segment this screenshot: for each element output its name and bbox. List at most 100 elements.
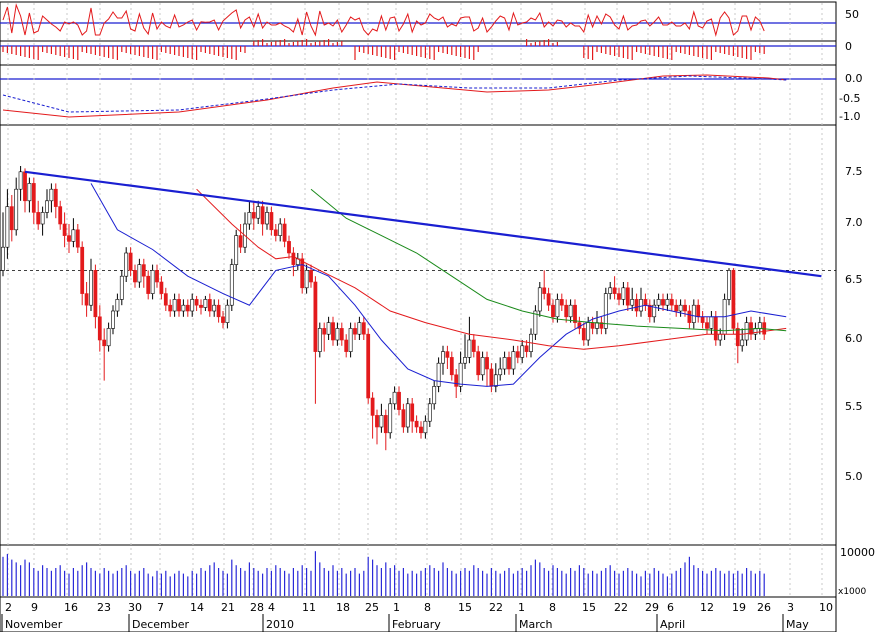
candle-body (119, 275, 124, 300)
candle-body (546, 293, 551, 306)
candle-body (36, 212, 41, 225)
candle-body (269, 212, 274, 231)
candle-body (639, 299, 643, 312)
x-day-label: 3 (787, 601, 794, 614)
ma-short-line (90, 183, 787, 387)
candle-body (718, 333, 723, 341)
candle-body (744, 322, 749, 341)
candle-body (498, 368, 503, 376)
candle-body (568, 304, 573, 318)
candle-body (432, 386, 437, 405)
candle-body (612, 287, 617, 294)
x-axis-day-labels: 2 9 16 23 30 7 14 21 28 4 11 18 25 1 8 15 22 1 8 15 22 29 6 12 1… (5, 601, 833, 614)
candle-body (67, 235, 71, 242)
candle-body (300, 258, 305, 289)
volume-tick: 10000 (840, 546, 875, 559)
candle-body (177, 299, 181, 312)
price-tick-75: 7.5 (845, 165, 863, 178)
candle-body (691, 304, 696, 323)
candle-body (5, 206, 10, 248)
candle-body (106, 328, 111, 347)
macd-panel (0, 64, 837, 126)
ma-mid-line (196, 188, 787, 350)
rsi-tick-0: 0 (845, 40, 852, 53)
x-month-label: May (786, 618, 809, 631)
candle-body (617, 293, 621, 300)
candle-body (542, 287, 547, 294)
candle-body (674, 304, 679, 312)
candle-body (207, 299, 212, 312)
candle-body (445, 351, 450, 358)
candle-body (656, 299, 661, 306)
price-tick-60: 6.0 (845, 332, 863, 345)
candle-body (93, 270, 98, 318)
right-axis: 50 0 0.0 -0.5 -1.0 7.5 7.0 6.5 6.0 5.5 5… (838, 8, 875, 597)
x-day-label: 25 (365, 601, 379, 614)
candle-body (507, 357, 511, 370)
rsi-series (2, 3, 765, 37)
candle-body (515, 351, 520, 358)
candle-body (181, 304, 186, 312)
candle-body (150, 270, 155, 294)
candle-body (678, 304, 683, 312)
price-tick-55: 5.5 (845, 400, 863, 413)
macd-line (2, 74, 787, 118)
candle-body (419, 426, 423, 434)
candle-body (643, 299, 648, 306)
candle-body (251, 212, 256, 219)
trendline (24, 170, 822, 278)
candle-body (80, 246, 85, 294)
candle-body (199, 304, 203, 308)
candle-body (740, 339, 745, 347)
candle-body (185, 304, 190, 312)
candle-body (322, 328, 327, 335)
candle-body (713, 316, 718, 341)
candle-body (489, 368, 494, 387)
candle-body (216, 304, 221, 318)
candle-body (520, 345, 525, 358)
candle-body (84, 293, 89, 306)
candle-body (361, 322, 366, 335)
x-day-label: 30 (128, 601, 142, 614)
candle-body (436, 362, 441, 387)
x-day-label: 8 (549, 601, 556, 614)
price-tick-65: 6.5 (845, 273, 863, 286)
x-day-label: 22 (614, 601, 628, 614)
moving-averages (90, 183, 787, 387)
x-axis-panel (0, 596, 837, 632)
candle-body (159, 281, 164, 294)
x-day-label: 15 (582, 601, 596, 614)
candle-body (401, 409, 406, 428)
candle-body (454, 374, 459, 387)
candle-body (573, 304, 577, 323)
macd-histogram (2, 39, 765, 60)
x-day-label: 28 (250, 601, 264, 614)
candle-body (625, 287, 630, 306)
candle-body (590, 322, 595, 329)
candle-body (564, 304, 569, 318)
candle-body (40, 212, 45, 225)
candle-body (317, 328, 322, 352)
x-month-label: March (519, 618, 553, 631)
x-day-label: 7 (157, 601, 164, 614)
candle-body (304, 270, 309, 289)
candle-body (278, 223, 283, 236)
candle-body (559, 299, 564, 306)
x-axis-month-labels: November December 2010 February March April Ma… (1, 614, 809, 632)
x-day-label: 6 (667, 601, 674, 614)
candle-body (661, 299, 665, 306)
candle-body (265, 212, 269, 225)
candle-body (115, 299, 120, 312)
candle-body (370, 397, 375, 416)
candle-body (172, 299, 177, 312)
candle-body (449, 357, 454, 376)
candle-body (163, 293, 168, 306)
ma-long-line (310, 188, 787, 332)
candle-body (229, 264, 234, 306)
candle-body (287, 241, 291, 254)
candle-body (705, 322, 709, 329)
candle-body (348, 328, 353, 352)
x-day-label: 21 (221, 601, 235, 614)
candle-body (524, 345, 529, 352)
